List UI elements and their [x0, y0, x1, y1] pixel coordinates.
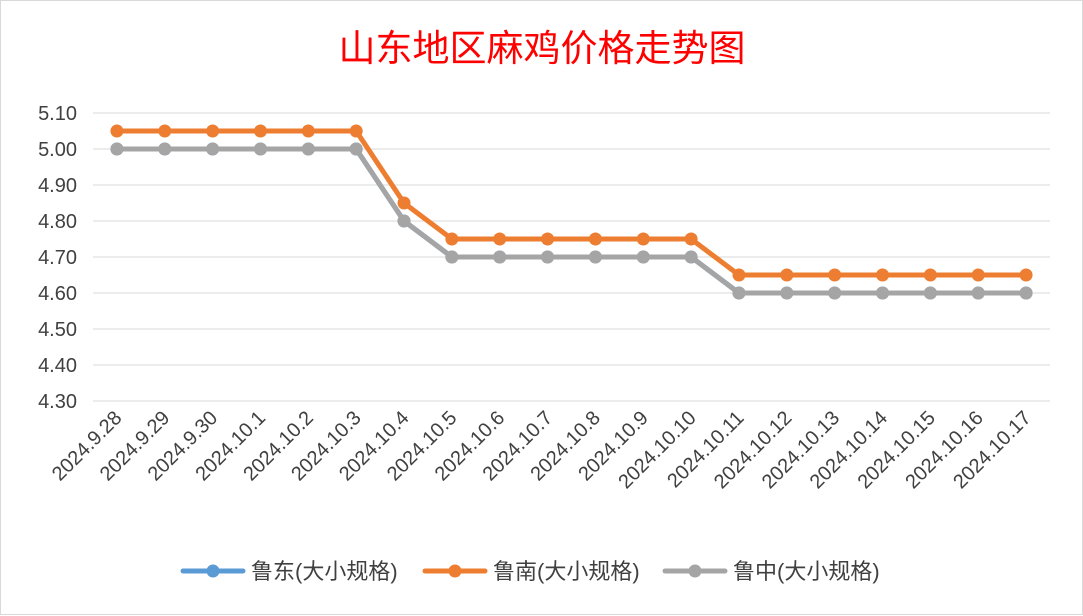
data-point: [876, 268, 890, 282]
data-point: [780, 286, 794, 300]
data-point: [971, 268, 985, 282]
data-point: [301, 124, 315, 138]
data-point: [1019, 268, 1033, 282]
y-tick-label: 5.00: [38, 139, 77, 161]
legend-label: 鲁中(大小规格): [733, 559, 880, 584]
data-point: [253, 142, 267, 156]
series-3: [110, 142, 1033, 300]
data-point: [397, 196, 411, 210]
data-point: [732, 286, 746, 300]
data-point: [493, 250, 507, 264]
data-point: [445, 250, 459, 264]
series-2: [110, 124, 1033, 282]
series-line: [114, 128, 1029, 278]
data-point: [158, 142, 172, 156]
y-tick-label: 4.80: [38, 211, 77, 233]
data-point: [684, 250, 698, 264]
y-tick-label: 4.70: [38, 247, 77, 269]
legend-swatch-marker: [448, 564, 462, 578]
legend-item: 鲁中(大小规格): [662, 559, 880, 584]
y-tick-label: 5.10: [38, 103, 77, 125]
data-point: [636, 250, 650, 264]
data-point: [301, 142, 315, 156]
data-point: [780, 268, 794, 282]
data-point: [206, 124, 220, 138]
data-point: [971, 286, 985, 300]
y-tick-label: 4.90: [38, 175, 77, 197]
data-point: [541, 250, 555, 264]
y-tick-label: 4.60: [38, 283, 77, 305]
legend-swatch-marker: [206, 564, 220, 578]
data-point: [397, 214, 411, 228]
data-point: [684, 232, 698, 246]
legend-swatch-marker: [688, 564, 702, 578]
legend-label: 鲁东(大小规格): [251, 559, 398, 584]
y-tick-label: 4.30: [38, 391, 77, 413]
data-point: [110, 124, 124, 138]
series-line: [114, 146, 1029, 296]
x-axis-ticks: 2024.9.282024.9.292024.9.302024.10.12024…: [48, 407, 1036, 493]
y-tick-label: 4.50: [38, 319, 77, 341]
data-point: [445, 232, 459, 246]
data-point: [541, 232, 555, 246]
data-point: [253, 124, 267, 138]
series-lines: [110, 124, 1033, 300]
legend: 鲁东(大小规格) 鲁南(大小规格) 鲁中(大小规格): [180, 559, 880, 584]
data-point: [349, 142, 363, 156]
data-point: [588, 232, 602, 246]
data-point: [923, 286, 937, 300]
legend-item: 鲁南(大小规格): [422, 559, 640, 584]
data-point: [110, 142, 124, 156]
legend-label: 鲁南(大小规格): [493, 559, 640, 584]
data-point: [349, 124, 363, 138]
data-point: [206, 142, 220, 156]
y-tick-label: 4.40: [38, 355, 77, 377]
data-point: [493, 232, 507, 246]
data-point: [828, 286, 842, 300]
data-point: [828, 268, 842, 282]
data-point: [588, 250, 602, 264]
y-axis-ticks: 5.10 5.00 4.90 4.80 4.70 4.60 4.50 4.40 4.30: [38, 103, 77, 413]
data-point: [1019, 286, 1033, 300]
data-point: [636, 232, 650, 246]
data-point: [158, 124, 172, 138]
legend-item: 鲁东(大小规格): [180, 559, 398, 584]
data-point: [732, 268, 746, 282]
chart-title: 山东地区麻鸡价格走势图: [339, 27, 746, 70]
data-point: [876, 286, 890, 300]
data-point: [923, 268, 937, 282]
